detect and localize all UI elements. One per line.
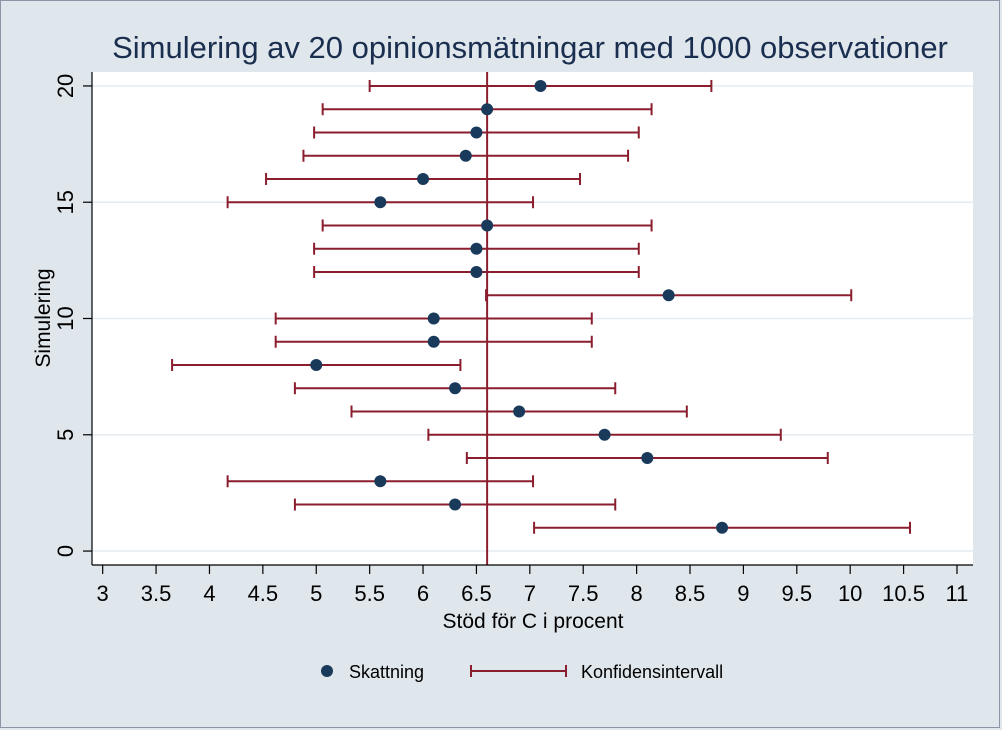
x-axis-title: Stöd för C i procent — [443, 610, 624, 633]
estimate-point — [310, 359, 323, 372]
estimate-point — [374, 475, 387, 488]
legend-label-konfidensintervall: Konfidensintervall — [581, 662, 723, 682]
y-tick-label: 20 — [53, 74, 78, 98]
estimate-point — [513, 405, 526, 418]
y-tick-label: 10 — [53, 306, 78, 330]
legend-marker-skattning — [321, 665, 333, 677]
x-tick-label: 6 — [417, 581, 429, 606]
estimate-point — [459, 149, 472, 162]
estimate-point — [427, 312, 440, 325]
estimate-point — [641, 452, 654, 465]
estimate-point — [374, 196, 387, 209]
estimate-point — [662, 289, 675, 302]
estimate-point — [449, 498, 462, 511]
x-tick-label: 9.5 — [782, 581, 813, 606]
estimate-point — [470, 265, 483, 278]
chart-title: Simulering av 20 opinionsmätningar med 1… — [112, 30, 948, 65]
estimate-point — [417, 172, 430, 185]
estimate-point — [534, 79, 547, 92]
x-tick-label: 10.5 — [882, 581, 925, 606]
legend: Skattning Konfidensintervall — [321, 662, 723, 682]
x-tick-label: 4 — [203, 581, 215, 606]
estimate-point — [598, 428, 611, 441]
legend-label-skattning: Skattning — [349, 662, 424, 682]
x-tick-label: 3 — [97, 581, 109, 606]
x-tick-label: 6.5 — [461, 581, 492, 606]
x-tick-label: 4.5 — [248, 581, 279, 606]
y-axis-title: Simulering — [32, 268, 55, 367]
x-tick-label: 7 — [524, 581, 536, 606]
x-tick-label: 5 — [310, 581, 322, 606]
x-tick-label: 11 — [946, 581, 969, 606]
x-tick-label: 7.5 — [568, 581, 599, 606]
y-tick-label: 5 — [53, 429, 78, 441]
estimate-point — [470, 126, 483, 139]
x-tick-label: 8 — [630, 581, 642, 606]
estimate-point — [449, 382, 462, 395]
estimate-point — [716, 521, 729, 534]
estimate-point — [470, 242, 483, 255]
estimate-point — [481, 103, 494, 116]
y-tick-label: 0 — [53, 545, 78, 557]
x-tick-label: 10 — [838, 581, 862, 606]
x-tick-label: 9 — [737, 581, 749, 606]
estimate-markers — [310, 79, 729, 534]
legend-symbol-konfidensintervall — [470, 665, 567, 677]
x-tick-label: 5.5 — [354, 581, 385, 606]
y-tick-label: 15 — [53, 190, 78, 214]
x-tick-label: 3.5 — [141, 581, 172, 606]
estimate-point — [481, 219, 494, 232]
x-tick-label: 8.5 — [675, 581, 706, 606]
estimate-point — [427, 335, 440, 348]
axes: 0 5 10 15 20 3 3.5 4 4.5 5 5.5 6 6.5 7 7.5 8 8.5 9 9.5 10 10… — [53, 72, 973, 606]
